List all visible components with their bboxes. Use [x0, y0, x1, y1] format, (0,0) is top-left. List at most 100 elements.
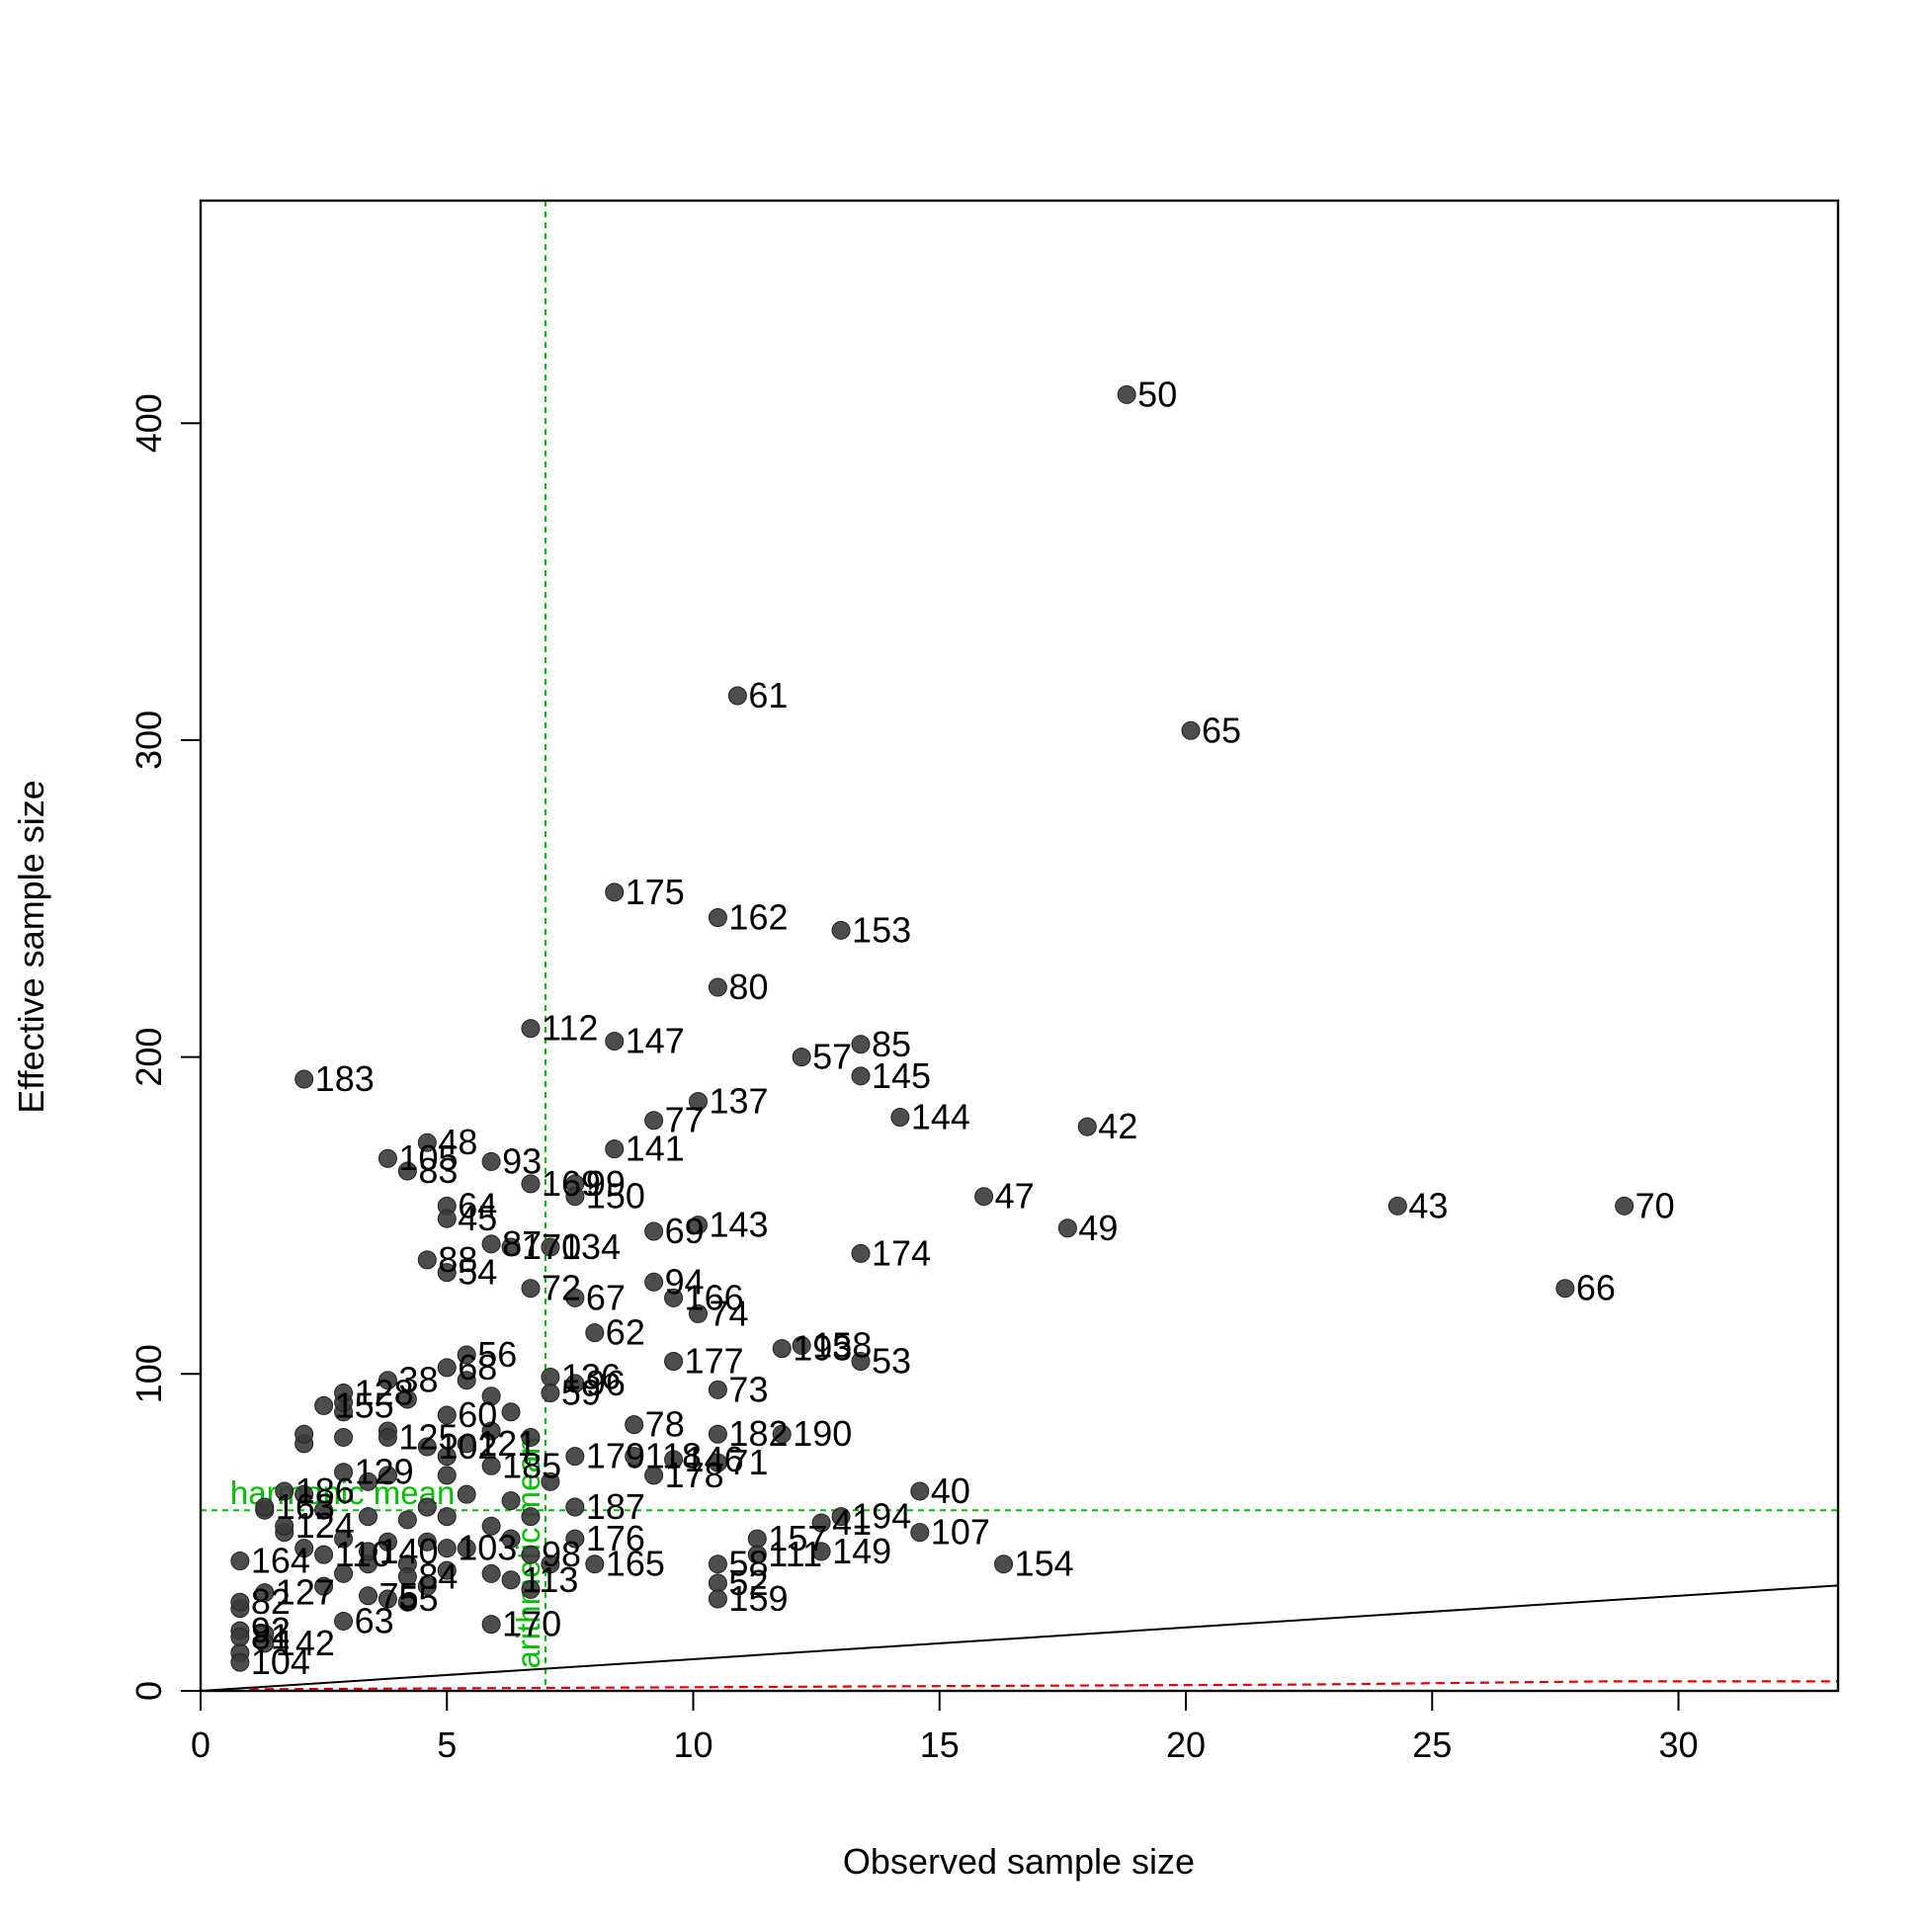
data-point-136 [541, 1368, 560, 1387]
point-label-125: 125 [398, 1416, 458, 1457]
data-point-166 [664, 1288, 684, 1307]
data-point-103 [437, 1539, 457, 1558]
data-point [481, 1386, 501, 1406]
data-point-58 [708, 1554, 727, 1574]
data-point-175 [605, 882, 625, 902]
data-point-56 [457, 1345, 476, 1365]
data-point [521, 1427, 541, 1447]
x-axis-title: Observed sample size [843, 1841, 1195, 1882]
point-label-75: 75 [378, 1575, 418, 1616]
data-point [377, 1532, 397, 1552]
data-point-146 [664, 1450, 684, 1470]
point-label-142: 142 [276, 1623, 335, 1663]
data-point [541, 1471, 560, 1491]
data-point-42 [1077, 1117, 1097, 1136]
point-label-159: 159 [728, 1578, 788, 1619]
point-label-175: 175 [626, 872, 685, 912]
point-label-67: 67 [586, 1277, 626, 1317]
point-label-134: 134 [561, 1226, 621, 1267]
data-point-145 [851, 1066, 871, 1086]
data-point-154 [994, 1554, 1014, 1574]
data-point-50 [1117, 384, 1136, 404]
point-label-165: 165 [606, 1544, 665, 1584]
data-point-153 [831, 920, 851, 940]
data-point-55 [377, 1589, 397, 1609]
data-point [294, 1424, 314, 1444]
point-label-136: 136 [561, 1357, 621, 1397]
data-point-84 [397, 1567, 417, 1587]
data-point-62 [585, 1323, 605, 1343]
point-label-155: 155 [335, 1385, 394, 1425]
point-label-93: 93 [502, 1140, 542, 1181]
data-point-96 [565, 1374, 585, 1393]
data-point [437, 1447, 457, 1467]
point-label-187: 187 [586, 1486, 645, 1527]
data-point-65 [1181, 720, 1201, 740]
data-point-80 [708, 977, 727, 997]
data-point-52 [708, 1573, 727, 1593]
x-tick-label: 0 [191, 1724, 210, 1765]
data-point-57 [792, 1048, 811, 1067]
data-point [377, 1466, 397, 1485]
data-point-61 [727, 686, 747, 706]
point-label-141: 141 [626, 1129, 685, 1169]
point-label-158: 158 [812, 1324, 872, 1365]
data-point [397, 1510, 417, 1530]
point-label-83: 83 [418, 1150, 458, 1191]
data-point-125 [377, 1427, 397, 1447]
point-label-66: 66 [1576, 1268, 1616, 1308]
data-point-77 [644, 1111, 664, 1131]
point-label-60: 60 [458, 1394, 497, 1435]
data-point [397, 1592, 417, 1612]
data-point [437, 1560, 457, 1580]
x-tick-label: 30 [1658, 1724, 1698, 1765]
data-point-110 [314, 1545, 334, 1564]
data-point-142 [255, 1634, 275, 1653]
data-point-155 [314, 1395, 334, 1415]
data-point-174 [851, 1243, 871, 1263]
data-point-141 [605, 1139, 625, 1159]
data-point-121 [457, 1434, 476, 1454]
data-point-128 [334, 1384, 354, 1403]
y-tick-label: 0 [128, 1681, 169, 1701]
data-point-49 [1057, 1218, 1077, 1238]
point-label-81: 81 [251, 1616, 291, 1656]
point-label-164: 164 [251, 1541, 310, 1581]
y-axis-title: Effective sample size [11, 780, 51, 1113]
data-point [314, 1500, 334, 1520]
point-label-49: 49 [1078, 1208, 1118, 1248]
data-point-118 [625, 1447, 644, 1467]
data-point-134 [541, 1237, 560, 1257]
data-point [501, 1529, 521, 1549]
point-label-68: 68 [458, 1347, 497, 1387]
point-label-140: 140 [378, 1531, 438, 1571]
point-label-178: 178 [665, 1455, 724, 1495]
data-point [437, 1507, 457, 1527]
data-point-182 [708, 1424, 727, 1444]
data-point-60 [437, 1405, 457, 1425]
data-point-177 [664, 1351, 684, 1371]
y-tick-label: 100 [128, 1344, 169, 1403]
point-label-99: 99 [586, 1163, 626, 1204]
data-point-147 [605, 1032, 625, 1051]
data-point-162 [708, 907, 727, 927]
data-point [417, 1532, 437, 1552]
point-label-42: 42 [1098, 1106, 1137, 1146]
data-point-41 [811, 1513, 831, 1533]
point-label-107: 107 [931, 1512, 990, 1553]
point-label-190: 190 [793, 1413, 852, 1454]
point-label-143: 143 [709, 1205, 768, 1245]
data-point-186 [275, 1481, 294, 1501]
data-point-40 [910, 1481, 930, 1501]
point-label-150: 150 [586, 1176, 645, 1217]
point-label-146: 146 [685, 1439, 744, 1479]
point-label-137: 137 [709, 1080, 768, 1121]
data-point-143 [688, 1216, 708, 1235]
point-label-121: 121 [477, 1423, 537, 1464]
point-label-71: 71 [728, 1442, 768, 1482]
point-label-57: 57 [812, 1037, 852, 1077]
comparison-lines [201, 1584, 1838, 1691]
data-point-112 [521, 1019, 541, 1039]
point-label-177: 177 [685, 1340, 744, 1381]
